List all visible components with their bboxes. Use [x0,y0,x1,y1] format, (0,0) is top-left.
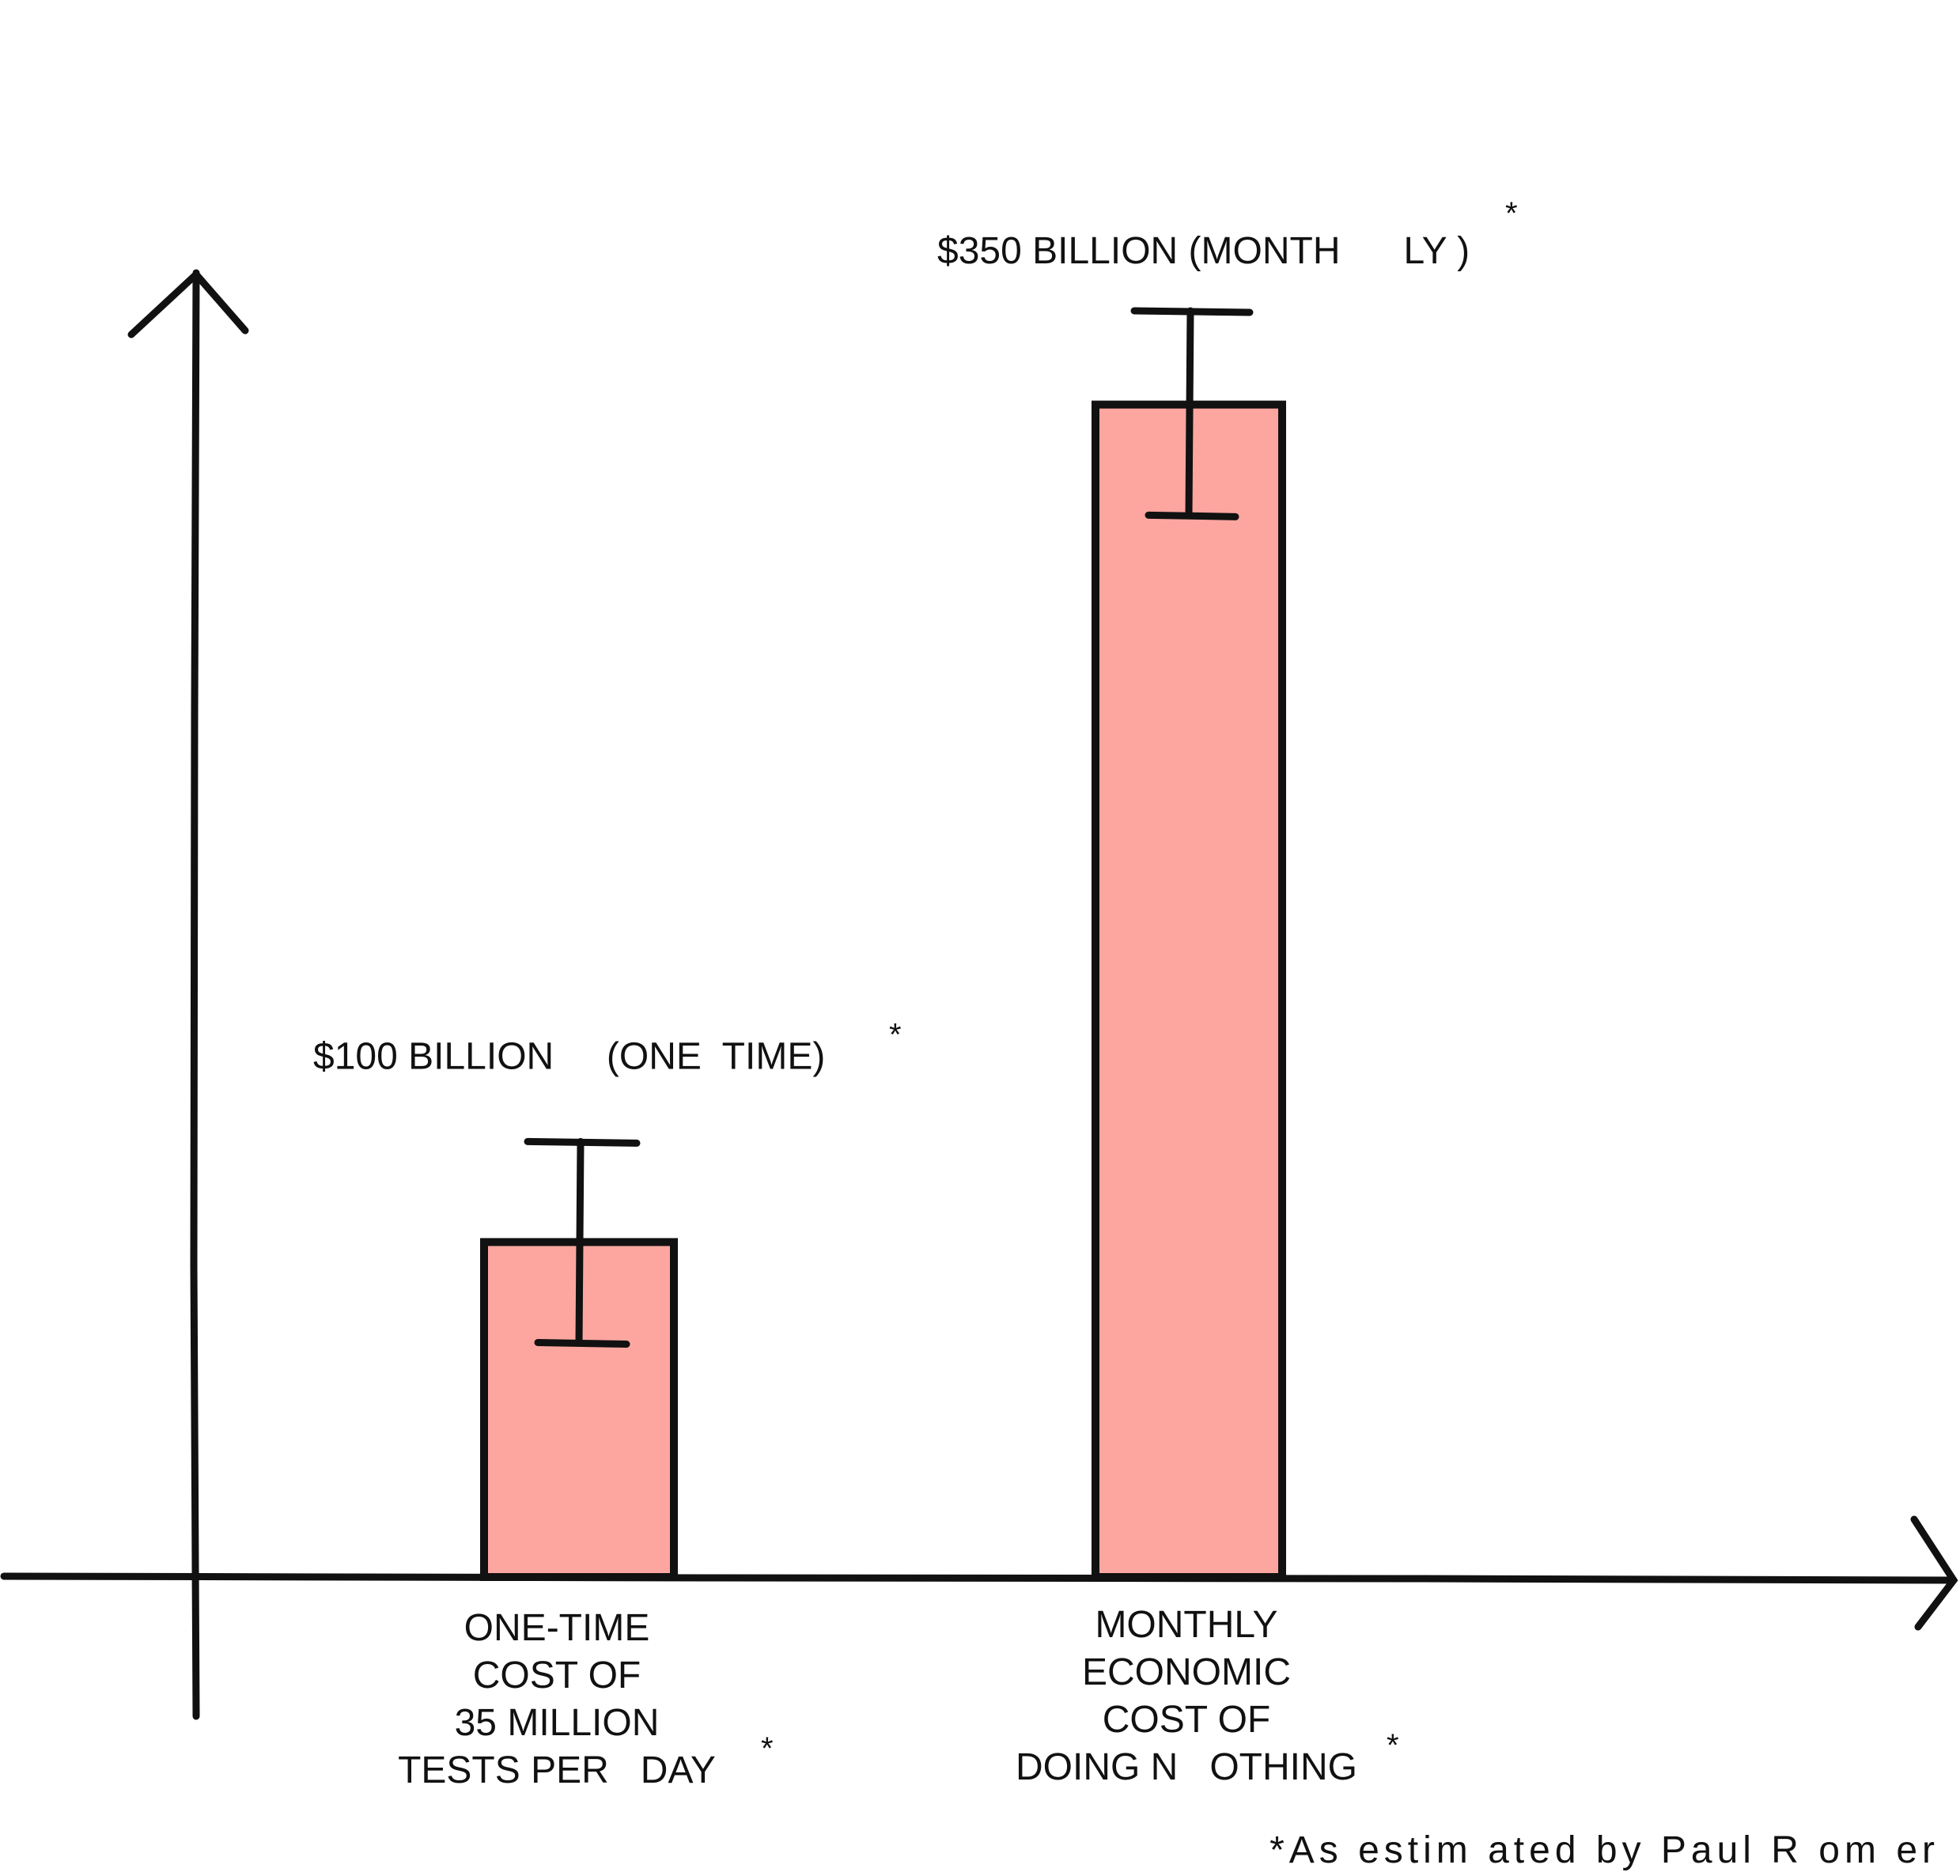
error-bar-stem-1 [575,1137,585,1347]
x-axis [0,1572,1958,1584]
category-label-1-line-2: COST OF [473,1655,641,1696]
category-label-2-line-1: MONTHLY [1095,1604,1277,1646]
category-label-1-line-1: ONE-TIME [464,1607,650,1649]
value-label-2: $350 BILLION (MONTH LY ) [937,230,1470,272]
category-label-asterisk-2: * [1387,1728,1399,1763]
category-label-asterisk-1: * [761,1731,774,1766]
y-axis-arrowhead [127,269,249,339]
category-label-1-line-4: TESTS PER DAY [398,1749,716,1791]
error-bar-stem-2 [1185,307,1194,519]
bar-2 [1092,400,1286,1581]
category-label-1-line-3: 35 MILLION [455,1702,660,1744]
y-axis [190,269,200,1720]
category-label-2-line-4: DOING N OTHING [1016,1746,1357,1788]
x-axis-arrowhead [1910,1515,1958,1631]
error-bar-top-cap-2 [1130,307,1254,316]
footnote: *As estim ated by Paul R om er [1269,1829,1939,1871]
error-bar-bottom-cap-2 [1145,511,1239,520]
value-label-asterisk-2: * [1505,196,1518,231]
value-label-asterisk-1: * [889,1017,902,1052]
error-bar-bottom-cap-1 [534,1339,630,1348]
category-label-2-line-3: COST OF [1103,1699,1270,1741]
error-bar-top-cap-1 [524,1137,641,1147]
value-label-1: $100 BILLION (ONE TIME) [313,1035,825,1077]
category-label-2-line-2: ECONOMIC [1082,1651,1291,1693]
